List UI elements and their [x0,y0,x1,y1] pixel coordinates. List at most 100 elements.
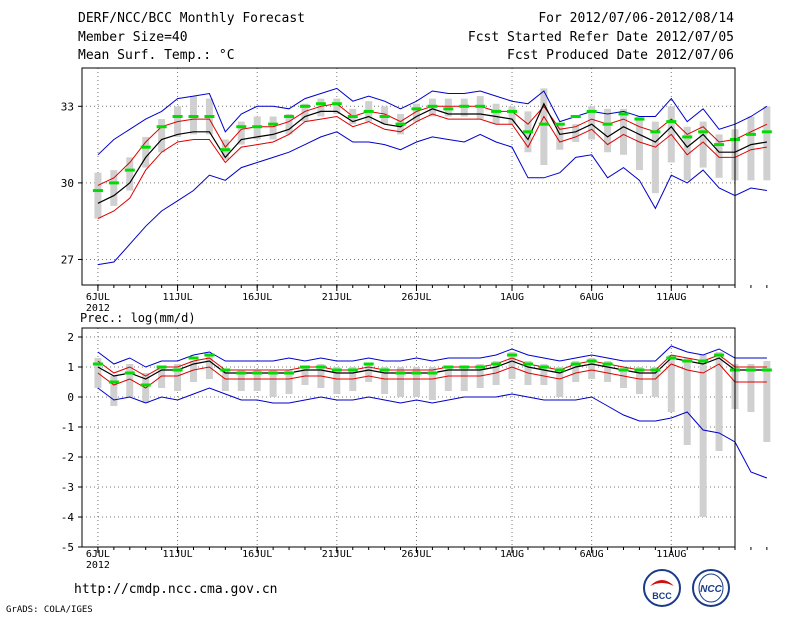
prec-xtick-label-5: 1AUG [500,549,524,560]
temp-range-box-31 [588,106,596,140]
temp-xtick-label-4: 26JUL [401,292,431,303]
prec-range-box-29 [556,367,564,397]
temp-xtick-label-7: 11AUG [656,292,686,303]
prec-range-box-5 [174,364,182,391]
temp-xtick-label-6: 6AUG [580,292,604,303]
temp-range-box-30 [572,124,580,143]
prec-ytick-label-4: -1 [61,421,74,434]
prec-range-box-20 [412,367,420,397]
prec-range-box-2 [126,364,134,397]
temp-range-box-37 [683,126,691,181]
prec-range-box-19 [397,367,405,397]
temp-xtick-label-0: 6JUL [86,292,110,303]
temp-range-box-33 [620,108,628,155]
prec-range-box-34 [635,367,643,394]
bcc-logo-ring [643,569,681,607]
prec-range-box-39 [715,352,723,451]
source-url[interactable]: http://cmdp.ncc.cma.gov.cn [74,582,278,597]
prec-range-box-33 [620,367,628,388]
prec-range-box-17 [365,364,373,382]
prec-xtick-label-4: 26JUL [401,549,431,560]
prec-range-box-23 [460,367,468,391]
prec-xtick-label-3: 21JUL [322,549,352,560]
prec-range-box-41 [747,364,755,412]
prec-range-box-11 [269,370,277,397]
prec-range-box-9 [237,370,245,391]
prec-xtick-label-0: 6JUL [86,549,110,560]
temp-range-box-32 [604,108,612,153]
temp-xtick-label-5: 1AUG [500,292,524,303]
temp-range-box-29 [556,124,564,150]
prec-ytick-label-5: 0 [67,391,74,404]
prec-range-box-18 [381,367,389,394]
ncc-logo: NCC [692,569,730,607]
temp-range-box-9 [237,121,245,145]
temp-plot-frame [81,67,736,286]
prec-range-box-31 [588,358,596,379]
grads-credit: GrADS: COLA/IGES [6,605,93,615]
prec-range-box-22 [444,367,452,391]
temp-range-box-20 [412,103,420,122]
prec-range-box-37 [683,358,691,445]
prec-xtick-label-1: 11JUL [163,549,193,560]
prec-range-box-36 [667,355,675,412]
temp-range-box-12 [285,113,293,135]
prec-range-box-26 [508,352,516,379]
prec-xtick-label-6: 6AUG [580,549,604,560]
temp-range-box-38 [699,121,707,168]
temp-range-box-28 [540,88,548,166]
prec-range-box-42 [763,361,771,442]
temp-range-box-4 [158,119,166,153]
prec-range-box-1 [110,376,118,406]
temp-xtick-label-3: 21JUL [322,292,352,303]
prec-lower-spread-line [97,363,767,389]
prec-range-box-32 [604,361,612,382]
temp-ytick-label-0: 27 [61,253,74,266]
chart-title: DERF/NCC/BCC Monthly Forecast [78,11,305,26]
prec-range-box-38 [699,355,707,517]
prec-ytick-label-3: -2 [61,451,74,464]
temperature-panel: 27 30 33 6JUL 11JUL 16JUL 21JUL 26JUL 1AUG 6AUG 11… [61,67,772,314]
prec-range-box-6 [189,361,197,382]
temp-range-box-13 [301,103,309,122]
prec-range-box-12 [285,370,293,394]
prec-range-box-21 [428,367,436,400]
prec-xtick-label-7: 11AUG [656,549,686,560]
temp-range-box-42 [763,106,771,181]
fcst-produced-date: Fcst Produced Date 2012/07/06 [507,48,734,63]
prec-range-box-28 [540,364,548,385]
prec-range-box-10 [253,370,261,391]
prec-range-box-30 [572,361,580,382]
variable-label: Mean Surf. Temp.: °C [78,48,235,63]
temp-range-box-15 [333,98,341,114]
bcc-logo: BCC [643,569,681,607]
temp-range-box-25 [492,103,500,125]
prec-upper-envelope-line [97,345,767,368]
prec-year-label: 2012 [86,560,110,571]
temp-range-box-14 [317,98,325,117]
temp-year-label: 2012 [86,303,110,314]
prec-ytick-label-7: 2 [67,331,74,344]
prec-ytick-label-6: 1 [67,361,74,374]
forecast-period: For 2012/07/06-2012/08/14 [538,11,734,26]
fcst-started-date: Fcst Started Refer Date 2012/07/05 [467,30,734,45]
prec-range-box-35 [651,367,659,397]
prec-ytick-label-2: -3 [61,481,74,494]
temp-xtick-label-2: 16JUL [242,292,272,303]
precip-panel-title: Prec.: log(mm/d) [80,311,196,325]
temp-center-line [97,102,767,204]
temp-ytick-label-1: 30 [61,177,74,190]
prec-range-box-4 [158,367,166,388]
temp-lower-spread-line [97,113,767,220]
temp-range-box-41 [747,116,755,181]
prec-ytick-label-0: -5 [61,541,74,554]
temp-range-box-3 [142,136,150,168]
temp-range-box-39 [715,134,723,178]
bcc-logo-text: BCC [652,591,672,601]
prec-range-box-15 [333,367,341,394]
temp-upper-envelope-line [97,87,768,156]
prec-range-box-8 [221,370,229,391]
temp-ytick-label-2: 33 [61,100,74,113]
